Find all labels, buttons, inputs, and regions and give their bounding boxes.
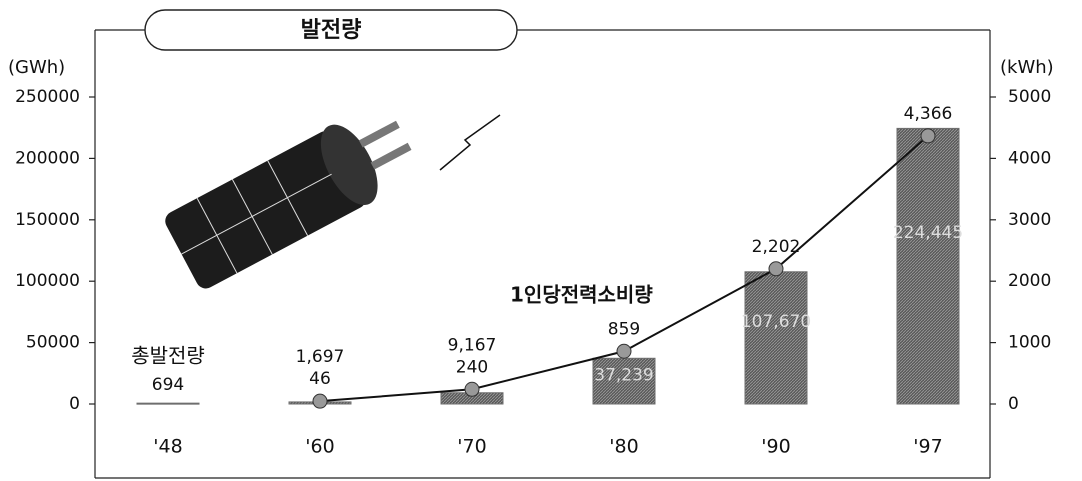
- line-marker: [768, 261, 784, 277]
- line-value-label: 4,366: [904, 104, 953, 124]
- y-tick-label: 50000: [26, 333, 80, 353]
- plug-illustration: [165, 120, 412, 289]
- bar-value-label: 107,670: [741, 312, 811, 332]
- chart-title: 발전량: [301, 18, 362, 43]
- bar-value-label: 9,167: [448, 335, 497, 355]
- y-tick-label: 250000: [15, 87, 80, 107]
- line-value-label: 46: [309, 369, 331, 389]
- y-tick-label: 100000: [15, 271, 80, 291]
- y-tick-label: 200000: [15, 148, 80, 168]
- y2-tick-label: 4000: [1008, 148, 1051, 168]
- line-value-label: 2,202: [752, 237, 801, 257]
- y2-tick-label: 3000: [1008, 210, 1051, 230]
- bar: [136, 402, 200, 405]
- bar-value-label: 37,239: [594, 366, 653, 386]
- y-tick-label: 150000: [15, 210, 80, 230]
- x-tick-label: '48: [153, 436, 182, 458]
- y2-tick-label: 5000: [1008, 87, 1051, 107]
- line-marker: [312, 393, 328, 409]
- y2-tick-label: 0: [1008, 394, 1019, 414]
- y2-tick-label: 2000: [1008, 271, 1051, 291]
- line-marker: [920, 128, 936, 144]
- series-label: 총발전량: [131, 344, 205, 368]
- x-tick-label: '97: [913, 436, 942, 458]
- bar-value-label: 1,697: [296, 347, 345, 367]
- bar: [744, 271, 808, 405]
- y2-tick-label: 1000: [1008, 333, 1051, 353]
- x-tick-label: '80: [609, 436, 638, 458]
- line-value-label: 240: [456, 357, 488, 377]
- title-box: [144, 9, 518, 51]
- bar-value-label: 224,445: [893, 223, 963, 243]
- x-tick-label: '60: [305, 436, 334, 458]
- line-marker: [616, 343, 632, 359]
- y-tick-label: 0: [69, 394, 80, 414]
- line-marker: [464, 381, 480, 397]
- series-label: 1인당전력소비량: [510, 283, 653, 307]
- spark: [439, 114, 501, 171]
- y-axis-label: (GWh): [8, 57, 65, 78]
- x-tick-label: '90: [761, 436, 790, 458]
- x-tick-label: '70: [457, 436, 486, 458]
- bar: [896, 127, 960, 405]
- bar-value-label: 694: [152, 375, 184, 395]
- y2-axis-label: (kWh): [1000, 57, 1054, 78]
- line-value-label: 859: [608, 319, 640, 339]
- bar: [592, 357, 656, 405]
